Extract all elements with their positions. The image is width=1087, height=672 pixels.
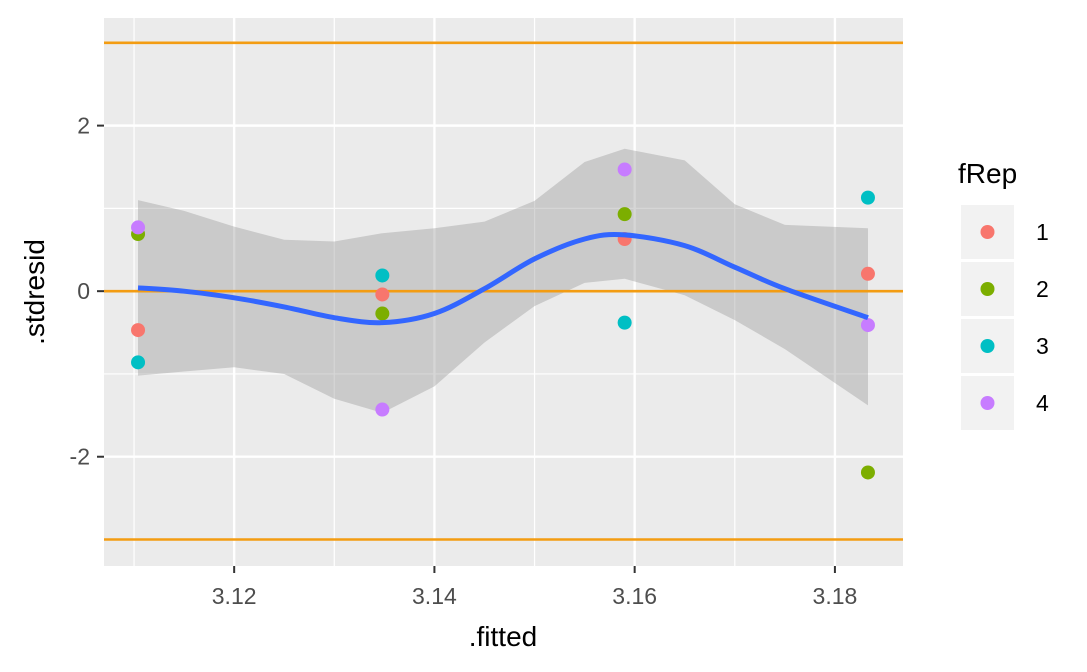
smooth-line [137,232,869,326]
legend-label: 2 [1036,276,1049,302]
data-point [131,355,146,370]
legend-label: 4 [1036,390,1049,416]
data-point [860,318,875,333]
x-axis-title: .fitted [469,621,537,652]
data-point [617,207,632,222]
data-point [131,220,146,235]
x-tick-label: 3.16 [612,583,657,609]
data-point [375,306,390,321]
x-tick-label: 3.12 [212,583,257,609]
legend-swatch [980,225,995,239]
data-point [617,162,632,177]
legend-swatch [980,339,995,353]
legend-title: fRep [958,158,1017,189]
data-point [375,268,390,283]
y-tick-label: 0 [77,278,90,304]
legend: fRep 1 2 3 4 [958,158,1049,430]
data-point [860,465,875,480]
y-tick-label: -2 [70,444,90,470]
x-tick-label: 3.18 [813,583,858,609]
data-point [375,287,390,302]
y-axis-title: .stdresid [19,239,50,345]
data-point [860,190,875,205]
legend-swatch [980,282,995,296]
legend-label: 3 [1036,333,1049,359]
data-point [617,315,632,330]
y-tick-label: 2 [77,113,90,139]
x-axis: 3.12 3.14 3.16 3.18 [212,566,858,609]
data-point [375,402,390,417]
smooth-confidence-band [138,148,868,413]
data-point [131,323,146,338]
legend-label: 1 [1036,219,1049,245]
reference-lines [104,41,903,541]
legend-swatch [980,396,995,410]
y-axis: -2 0 2 [70,113,104,470]
x-tick-label: 3.14 [412,583,457,609]
data-point [860,266,875,281]
data-points [131,162,875,480]
